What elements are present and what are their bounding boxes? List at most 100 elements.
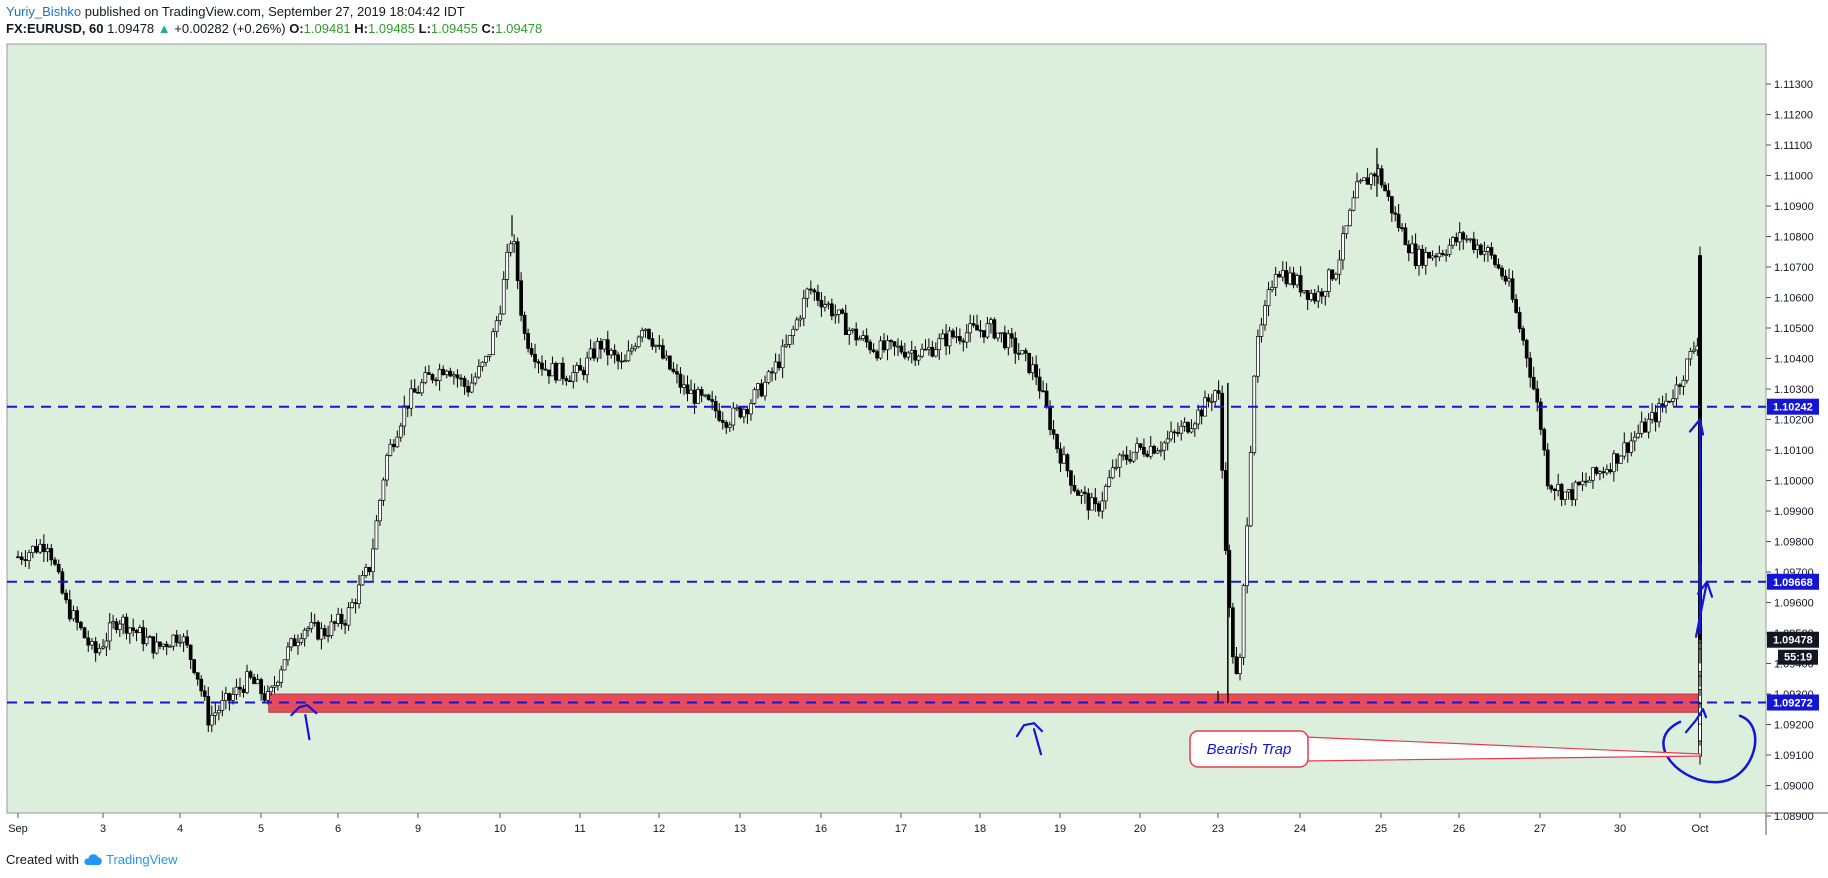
candle-body — [171, 634, 176, 647]
candle-body — [206, 696, 211, 726]
candle-body — [1524, 339, 1529, 359]
candle-body — [34, 545, 39, 553]
candle-body — [968, 323, 973, 334]
candle-body — [1650, 412, 1654, 420]
candle-body — [1559, 484, 1564, 500]
candle-body — [903, 351, 907, 358]
candle-body — [71, 610, 76, 620]
tradingview-brand[interactable]: TradingView — [83, 852, 178, 867]
candle-body — [1587, 479, 1592, 483]
candle-body — [623, 360, 627, 363]
candle-body — [875, 351, 879, 359]
candle-body — [1625, 442, 1630, 453]
candle-body — [1323, 291, 1328, 297]
candle-body — [262, 693, 267, 701]
author-link[interactable]: Yuriy_Bishko — [6, 4, 82, 19]
low-value: 1.09455 — [430, 21, 478, 36]
candle-body — [398, 425, 403, 438]
candle-body — [1138, 443, 1143, 448]
candle-body — [742, 408, 746, 418]
candle-body — [1454, 237, 1459, 243]
candle-body — [480, 361, 485, 367]
bearish-trap-callout[interactable] — [1189, 730, 1309, 768]
candle-body — [86, 637, 91, 646]
candle-body — [1206, 397, 1211, 402]
candle-body — [1280, 270, 1285, 278]
candle-body — [944, 333, 948, 347]
candle-body — [238, 686, 242, 690]
candle-body — [101, 646, 105, 649]
candle-body — [947, 330, 952, 347]
candle-body — [498, 313, 503, 322]
candle-body — [209, 714, 214, 726]
x-tick-label: 25 — [1375, 823, 1387, 835]
candle-body — [1176, 432, 1180, 434]
current-price-label-bg — [1767, 631, 1819, 648]
candle-body — [1618, 455, 1623, 464]
candle-body — [791, 328, 796, 336]
candle-body — [1611, 453, 1616, 473]
price-axis[interactable] — [1766, 44, 1828, 813]
candle-body — [416, 391, 421, 394]
candle-body — [871, 349, 876, 352]
candle-body — [111, 621, 115, 624]
y-tick-label: 1.10100 — [1774, 445, 1814, 457]
candle-body — [1475, 244, 1480, 250]
candle-body — [798, 317, 803, 321]
candle-body — [529, 348, 534, 355]
candle-body — [1199, 409, 1204, 417]
candle-body — [801, 297, 806, 319]
candle-body — [1270, 286, 1274, 290]
candle-body — [296, 641, 300, 647]
candle-body — [1664, 400, 1668, 406]
candle-body — [1573, 481, 1578, 500]
candle-body — [989, 319, 993, 325]
x-tick-label: 10 — [494, 823, 506, 835]
x-tick-label: 5 — [258, 823, 264, 835]
candle-body — [1234, 656, 1239, 675]
candle-body — [930, 346, 935, 357]
y-tick-label: 1.09800 — [1774, 537, 1814, 549]
candle-body — [612, 349, 617, 356]
candle-body — [151, 636, 156, 654]
candle-body — [1413, 243, 1418, 267]
candle-body — [1172, 431, 1177, 434]
candle-body — [619, 360, 624, 363]
open-label: O: — [289, 21, 304, 36]
candle-body — [124, 616, 129, 634]
countdown-label: 55:19 — [1784, 652, 1812, 664]
candle-body — [1023, 350, 1028, 354]
level-price-label: 1.09668 — [1773, 577, 1813, 589]
candle-body — [1601, 471, 1606, 474]
y-tick-label: 1.10200 — [1774, 415, 1814, 427]
candle-body — [1305, 290, 1310, 300]
candle-body — [1396, 213, 1401, 228]
candle-body — [1636, 433, 1641, 438]
candle-body — [1302, 290, 1307, 293]
x-tick-label: Sep — [8, 823, 28, 835]
candle-body — [1041, 390, 1045, 393]
candle-body — [1048, 406, 1052, 430]
candle-body — [975, 324, 979, 331]
candle-body — [1464, 238, 1469, 241]
candle-body — [682, 384, 686, 388]
y-tick-label: 1.10000 — [1774, 476, 1814, 488]
candle-body — [1131, 451, 1136, 462]
candle-body — [1496, 264, 1501, 269]
candle-body — [864, 335, 869, 343]
candle-body — [602, 339, 607, 350]
high-label: H: — [354, 21, 369, 36]
candle-body — [154, 641, 159, 654]
candle-body — [1145, 453, 1150, 457]
candle-body — [487, 354, 492, 357]
candle-body — [1030, 364, 1035, 374]
candle-body — [302, 629, 307, 640]
candle-body — [343, 623, 347, 626]
candle-body — [455, 374, 460, 379]
candle-body — [1220, 392, 1225, 471]
candle-body — [951, 330, 955, 338]
bearish-trap-label: Bearish Trap — [1207, 741, 1292, 758]
candle-body — [1471, 238, 1476, 250]
candle-body — [16, 556, 20, 559]
